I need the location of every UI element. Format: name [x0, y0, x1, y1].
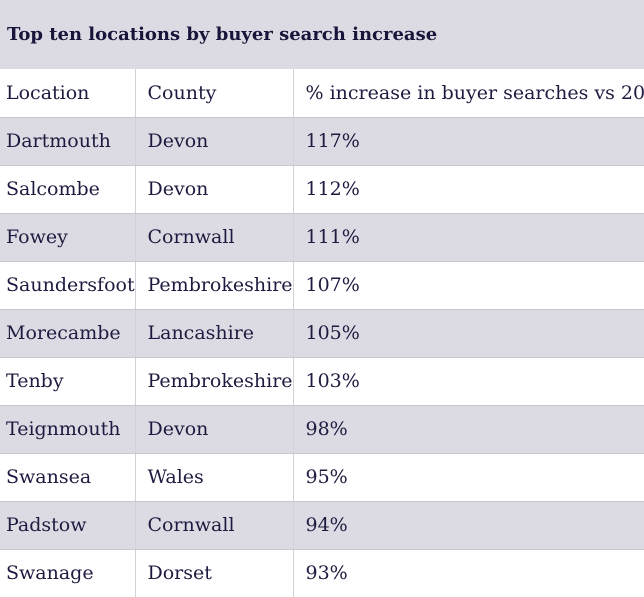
column-header-increase: % increase in buyer searches vs 2019 [292, 69, 644, 118]
location-cell: Teignmouth [0, 405, 135, 454]
increase-cell: 117% [292, 117, 644, 166]
county-cell: Pembrokeshire [134, 261, 293, 310]
county-cell: Cornwall [134, 501, 293, 550]
increase-cell: 112% [292, 165, 644, 214]
county-cell: Pembrokeshire [134, 357, 293, 406]
table-row: Morecambe Lancashire 105% [0, 309, 644, 358]
location-cell: Fowey [0, 213, 135, 262]
table-row: Dartmouth Devon 117% [0, 117, 644, 166]
column-header-location: Location [0, 69, 135, 118]
location-cell: Morecambe [0, 309, 135, 358]
county-cell: Wales [134, 453, 293, 502]
location-cell: Swanage [6, 562, 94, 585]
table-title: Top ten locations by buyer search increa… [0, 0, 644, 69]
header-row: Location County % increase in buyer sear… [0, 69, 644, 118]
column-header-county: County [134, 69, 293, 118]
table-body: Dartmouth Devon 117% Salcombe Devon 112% Fowey… [0, 117, 644, 597]
table-row: Saundersfoot Pembrokeshire 107% [0, 261, 644, 310]
county-cell: Dorset [134, 549, 293, 597]
county-cell: Devon [134, 405, 293, 454]
table-row: Swansea Wales 95% [0, 453, 644, 502]
table-row: Salcombe Devon 112% [0, 165, 644, 214]
increase-cell: 94% [292, 501, 644, 550]
location-cell: Salcombe [0, 165, 135, 214]
location-cell: Saundersfoot [0, 261, 135, 310]
county-cell: Devon [134, 165, 293, 214]
county-cell: Lancashire [134, 309, 293, 358]
increase-cell: 111% [292, 213, 644, 262]
increase-cell: 103% [292, 357, 644, 406]
increase-cell: 107% [292, 261, 644, 310]
table-row: Swanage Dorset 93% [0, 549, 644, 597]
location-cell: Dartmouth [0, 117, 135, 166]
location-cell: Padstow [0, 501, 135, 550]
county-cell: Cornwall [134, 213, 293, 262]
increase-cell: 105% [292, 309, 644, 358]
increase-cell: 95% [292, 453, 644, 502]
table-row: Tenby Pembrokeshire 103% [0, 357, 644, 406]
locations-table: Location County % increase in buyer sear… [0, 69, 644, 597]
increase-cell: 98% [292, 405, 644, 454]
table-row: Teignmouth Devon 98% [0, 405, 644, 454]
increase-cell: 93% [292, 549, 644, 597]
table-row: Fowey Cornwall 111% [0, 213, 644, 262]
table-row: Padstow Cornwall 94% [0, 501, 644, 550]
county-cell: Devon [134, 117, 293, 166]
location-cell: Swansea [0, 453, 135, 502]
location-cell: Tenby [0, 357, 135, 406]
